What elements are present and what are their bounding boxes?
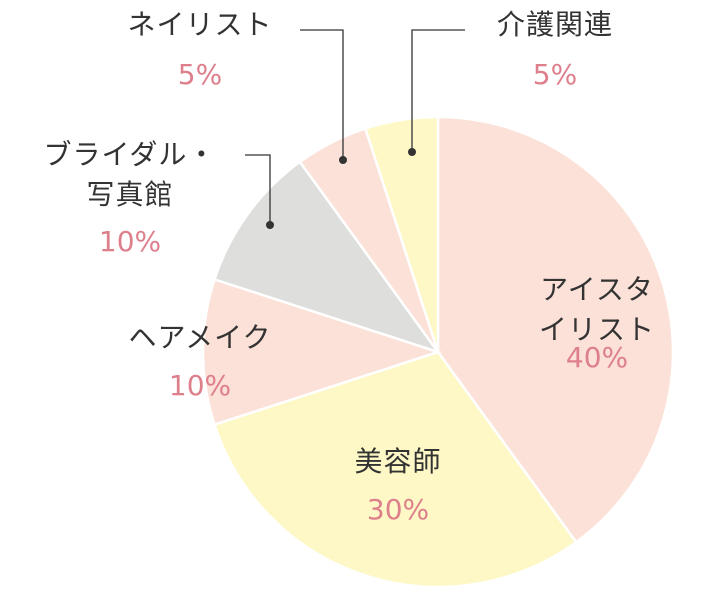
- value-label: 40%: [565, 341, 629, 374]
- value-label: 10%: [168, 369, 232, 402]
- category-label: ヘアメイク: [128, 321, 272, 354]
- value-label: 5%: [177, 58, 223, 91]
- pie-slice: [201, 277, 443, 427]
- category-label: ネイリスト: [127, 8, 273, 41]
- category-label: 美容師: [354, 445, 442, 478]
- leader-line: [300, 29, 344, 160]
- category-label: アイスタイリスト: [538, 273, 655, 346]
- pie-slice: [436, 115, 675, 544]
- leader-dot: [266, 221, 274, 229]
- value-label: 5%: [532, 58, 578, 91]
- pie-slice: [363, 115, 440, 353]
- value-label: 10%: [98, 225, 162, 258]
- leader-line: [245, 154, 271, 225]
- leader-line: [411, 29, 465, 152]
- slices: [201, 115, 675, 589]
- leader-dot: [339, 156, 347, 164]
- leader-dot: [408, 148, 416, 156]
- category-label: ブライダル・ 写真館: [43, 138, 217, 211]
- category-label: 介護関連: [496, 8, 614, 41]
- pie-slice: [212, 350, 578, 589]
- value-label: 30%: [366, 493, 430, 526]
